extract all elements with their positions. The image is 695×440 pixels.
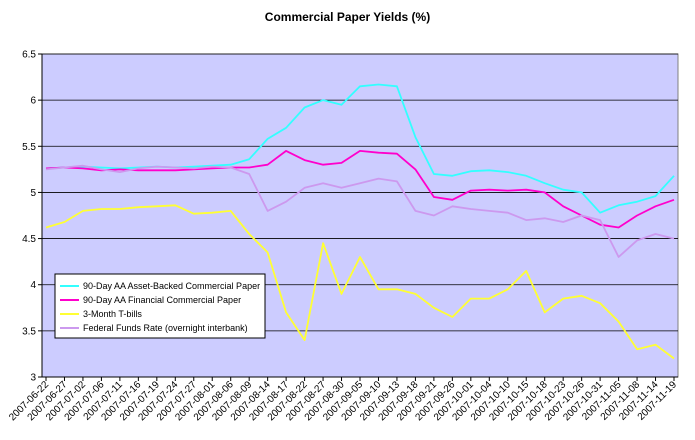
legend-entry: Federal Funds Rate (overnight interbank): [83, 323, 248, 333]
y-tick-label: 6: [30, 96, 36, 107]
series-line-2: [45, 149, 675, 229]
y-tick-label: 5.5: [22, 142, 36, 153]
series-line-4: [45, 164, 675, 258]
y-tick-label: 5: [30, 188, 36, 199]
y-tick-label: 3.5: [22, 326, 36, 337]
legend-entry: 90-Day AA Asset-Backed Commercial Paper: [83, 281, 260, 291]
legend-box: [54, 273, 266, 339]
y-tick-label: 6.5: [22, 50, 36, 61]
legend-entry: 90-Day AA Financial Commercial Paper: [83, 295, 241, 305]
y-tick-label: 4: [30, 280, 36, 291]
y-tick-label: 3: [30, 373, 36, 384]
y-tick-label: 4.5: [22, 234, 36, 245]
legend-entry: 3-Month T-bills: [83, 309, 142, 319]
chart-title: Commercial Paper Yields (%): [264, 10, 431, 24]
series-line-3: [45, 204, 675, 360]
